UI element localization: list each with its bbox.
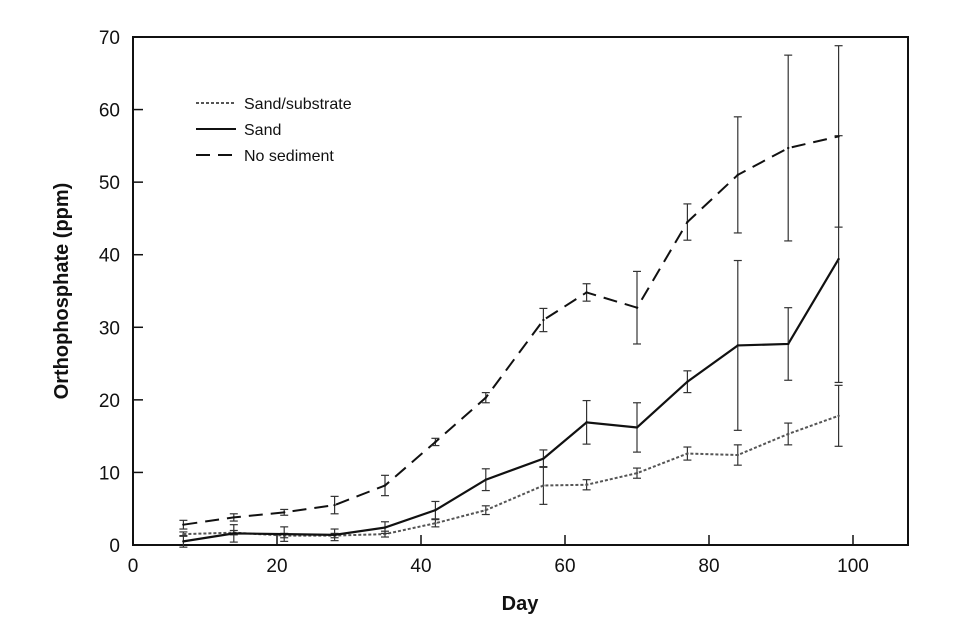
data-point: [232, 532, 235, 535]
data-point: [333, 533, 336, 537]
series-sand: [179, 135, 843, 548]
data-point: [736, 453, 739, 457]
x-tick-label: 40: [410, 556, 431, 577]
y-tick-label: 60: [99, 101, 120, 122]
y-tick-label: 50: [99, 173, 120, 194]
data-point: [787, 146, 790, 150]
x-tick-label: 80: [698, 556, 719, 577]
data-point: [333, 503, 336, 507]
x-tick-label: 20: [266, 556, 287, 577]
data-point: [484, 396, 487, 399]
x-tick-label: 60: [554, 556, 575, 577]
legend-label: Sand/substrate: [244, 96, 352, 113]
y-tick-label: 30: [99, 318, 120, 339]
y-tick-label: 70: [99, 28, 120, 49]
y-tick-label: 10: [99, 463, 120, 484]
series-line: [183, 414, 839, 537]
data-point: [434, 522, 437, 525]
data-point: [635, 306, 639, 309]
data-point: [837, 414, 840, 418]
series-sand-substrate: [179, 384, 843, 539]
y-axis-label: Orthophosphate (ppm): [51, 183, 73, 400]
legend-label: No sediment: [244, 148, 334, 165]
data-point: [635, 426, 639, 429]
data-point: [837, 257, 840, 261]
data-point: [585, 421, 588, 424]
data-point: [837, 135, 840, 138]
data-point: [484, 508, 487, 512]
plot-frame: [132, 36, 909, 546]
data-point: [434, 440, 437, 444]
x-axis-label: Day: [502, 593, 540, 615]
data-point: [736, 173, 739, 177]
y-tick-label: 20: [99, 391, 120, 412]
x-tick-label: 0: [128, 556, 139, 577]
data-point: [484, 478, 487, 481]
y-tick-label: 0: [109, 536, 120, 557]
legend: Sand/substrate Sand No sediment: [196, 96, 352, 165]
data-point: [542, 318, 545, 322]
data-point: [686, 220, 689, 224]
data-point: [736, 344, 739, 347]
data-point: [383, 526, 387, 529]
x-tick-label: 100: [837, 556, 869, 577]
series-no-sediment: [179, 45, 843, 530]
data-point: [585, 291, 588, 294]
data-point: [182, 540, 185, 543]
data-point: [635, 471, 639, 475]
data-point: [686, 380, 689, 383]
y-tick-label: 40: [99, 246, 120, 267]
data-point: [585, 483, 588, 486]
data-point: [182, 523, 185, 526]
data-point: [787, 432, 790, 436]
data-point: [434, 508, 437, 512]
series-line: [183, 135, 839, 526]
data-point: [383, 484, 387, 487]
data-point: [182, 532, 185, 536]
data-point: [686, 452, 689, 455]
data-point: [542, 484, 545, 487]
data-point: [787, 342, 790, 346]
series-line: [183, 258, 840, 543]
data-point: [283, 532, 286, 536]
data-point: [232, 516, 235, 519]
data-point: [283, 511, 286, 514]
data-point: [542, 457, 545, 460]
legend-label: Sand: [244, 122, 281, 139]
